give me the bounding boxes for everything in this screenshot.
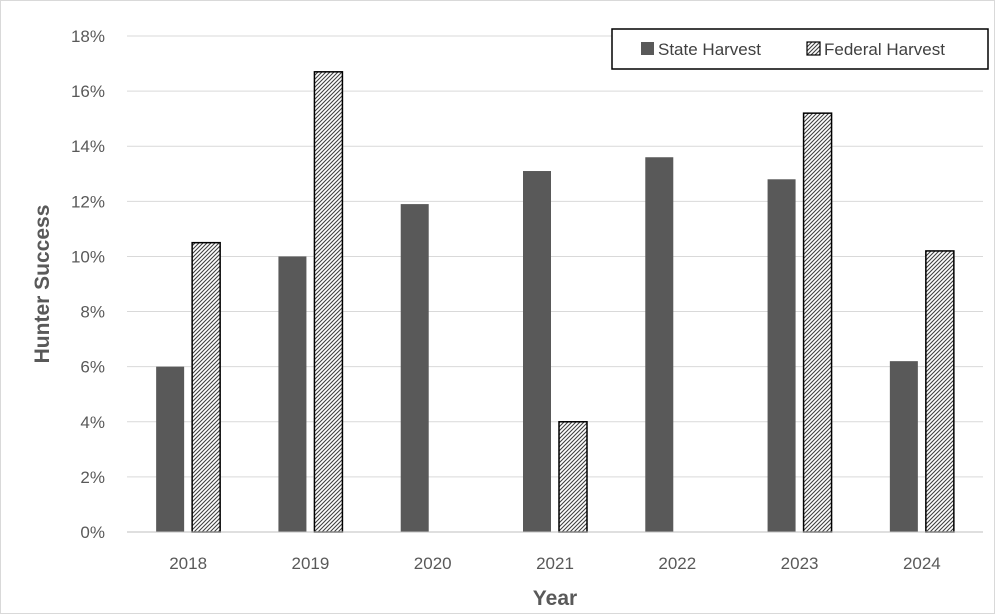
x-tick-label: 2021 (536, 554, 574, 573)
bar-state-harvest (645, 157, 674, 532)
y-tick-label: 12% (71, 192, 105, 211)
bar-state-harvest (889, 361, 918, 532)
x-tick-label: 2024 (903, 554, 941, 573)
bar-state-harvest (278, 256, 307, 532)
x-tick-label: 2020 (414, 554, 452, 573)
bar-state-harvest (767, 179, 796, 533)
y-tick-label: 6% (80, 358, 105, 377)
bar-state-harvest (400, 204, 429, 533)
y-tick-label: 16% (71, 82, 105, 101)
x-tick-label: 2018 (169, 554, 207, 573)
y-tick-label: 4% (80, 413, 105, 432)
gridlines (127, 35, 983, 478)
bar-federal-harvest (925, 250, 955, 533)
bar-federal-harvest (802, 112, 833, 533)
bar-state-harvest (523, 171, 551, 532)
x-tick-label: 2022 (658, 554, 696, 573)
x-tick-label: 2023 (781, 554, 819, 573)
y-tick-label: 18% (71, 27, 105, 46)
legend-label: State Harvest (658, 40, 761, 59)
bar-federal-harvest (191, 241, 221, 533)
legend-swatch (641, 42, 654, 55)
bar-federal-harvest (313, 71, 344, 533)
bar-state-harvest (156, 366, 185, 532)
bar-federal-harvest (558, 421, 588, 533)
tick-labels: 0% 2% 4% 6% 8% 10% 12% 14% 16% 18% 2018 2019 2020 202… (71, 27, 941, 573)
y-tick-label: 0% (80, 523, 105, 542)
x-tick-label: 2019 (292, 554, 330, 573)
legend: State Harvest Federal Harvest (611, 28, 989, 70)
y-axis-title: Hunter Success (31, 205, 54, 364)
legend-label: Federal Harvest (824, 40, 945, 59)
y-tick-label: 14% (71, 137, 105, 156)
y-tick-label: 8% (80, 303, 105, 322)
x-axis-title: Year (533, 587, 577, 610)
y-tick-label: 2% (80, 468, 105, 487)
legend-box (611, 28, 989, 70)
bars (156, 71, 955, 533)
y-tick-label: 10% (71, 247, 105, 266)
legend-swatch (806, 41, 821, 56)
